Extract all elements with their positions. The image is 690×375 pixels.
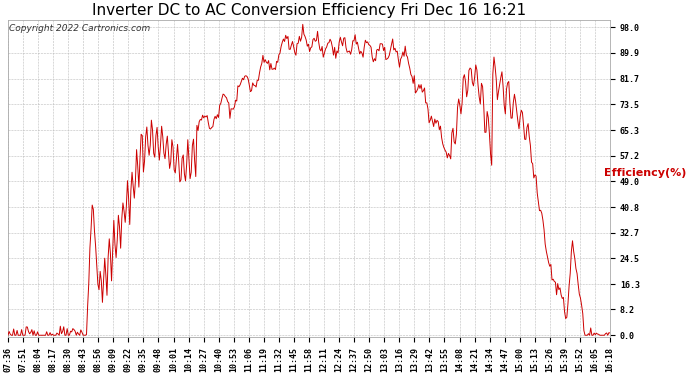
Text: Copyright 2022 Cartronics.com: Copyright 2022 Cartronics.com	[8, 24, 150, 33]
Y-axis label: Efficiency(%): Efficiency(%)	[604, 168, 687, 178]
Title: Inverter DC to AC Conversion Efficiency Fri Dec 16 16:21: Inverter DC to AC Conversion Efficiency …	[92, 3, 526, 18]
